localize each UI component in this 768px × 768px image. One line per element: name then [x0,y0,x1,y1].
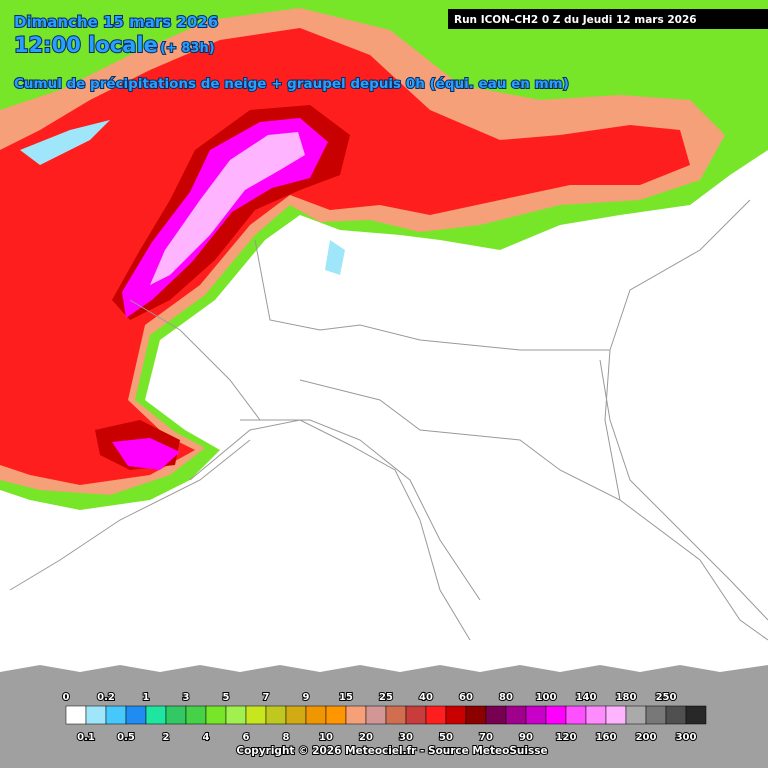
legend-label: 0.5 [117,732,135,743]
legend-label: 0.1 [77,732,95,743]
legend-swatch [585,705,607,725]
legend-label: 100 [536,692,557,703]
field-red [0,28,690,485]
legend-label: 300 [676,732,697,743]
legend-swatch [225,705,247,725]
legend-label: 200 [636,732,657,743]
legend-label: 2 [163,732,170,743]
legend-label: 9 [303,692,310,703]
legend-label: 180 [616,692,637,703]
legend-label: 25 [379,692,393,703]
legend-swatch [505,705,527,725]
copyright: Copyright © 2026 Meteociel.fr - Source M… [236,745,547,757]
legend-swatch [145,705,167,725]
legend-swatch [645,705,667,725]
legend-swatch [665,705,687,725]
legend-swatch [525,705,547,725]
legend-swatch [185,705,207,725]
legend-swatch [425,705,447,725]
coast [189,359,768,641]
legend-swatch [345,705,367,725]
field-pink [150,132,305,285]
legend-label: 7 [263,692,270,703]
legend-label: 30 [399,732,413,743]
legend-swatch [85,705,107,725]
legend-label: 6 [243,732,250,743]
legend-swatch [165,705,187,725]
legend-label: 15 [339,692,353,703]
run-box [448,9,768,29]
legend-label: 10 [319,732,333,743]
legend-swatch [365,705,387,725]
legend-swatch [485,705,507,725]
lead-time: (+ 83h) [160,41,215,56]
legend-label: 20 [359,732,373,743]
legend-swatch [445,705,467,725]
subtitle: Cumul de précipitations de neige + graup… [14,76,569,92]
legend-swatch [105,705,127,725]
legend-swatch [565,705,587,725]
legend-swatch [245,705,267,725]
legend: 0 0.1 0.2 0.5 1 2 3 4 5 6 7 8 9 10 15 20 25 30 40 50 60 70 80 9… [62,691,707,744]
border [9,199,768,641]
date: Dimanche 15 mars 2026 [14,13,218,31]
legend-label: 80 [499,692,513,703]
legend-label: 60 [459,692,473,703]
legend-label: 70 [479,732,493,743]
legend-label: 1 [143,692,150,703]
legend-label: 5 [223,692,230,703]
legend-label: 160 [596,732,617,743]
legend-label: 90 [519,732,533,743]
legend-swatch [625,705,647,725]
legend-label: 3 [183,692,190,703]
legend-label: 0.2 [97,692,115,703]
legend-swatch [285,705,307,725]
legend-swatch [465,705,487,725]
legend-swatch [685,705,707,725]
legend-swatch [305,705,327,725]
legend-swatch [205,705,227,725]
legend-label: 250 [656,692,677,703]
legend-label: 4 [203,732,210,743]
run-info: Run ICON-CH2 0 Z du Jeudi 12 mars 2026 [454,14,697,26]
legend-label: 50 [439,732,453,743]
legend-swatch [605,705,627,725]
legend-swatch [65,705,87,725]
legend-swatch [545,705,567,725]
time: 12:00 locale [14,33,158,57]
legend-swatch [385,705,407,725]
legend-swatch [325,705,347,725]
legend-swatch [125,705,147,725]
legend-swatch [265,705,287,725]
legend-label: 8 [283,732,290,743]
legend-label: 140 [576,692,597,703]
legend-label: 0 [63,692,70,703]
legend-swatch [405,705,427,725]
legend-label: 120 [556,732,577,743]
legend-label: 40 [419,692,433,703]
